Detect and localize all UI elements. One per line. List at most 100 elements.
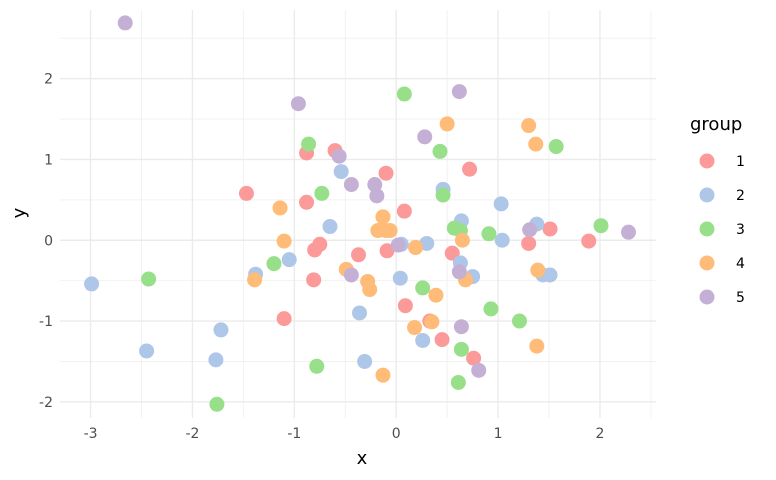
data-point-group-5 — [343, 267, 359, 283]
data-point-group-3 — [266, 256, 282, 272]
data-point-group-2 — [213, 322, 229, 338]
data-point-group-1 — [542, 221, 558, 237]
y-tick-label: 1 — [44, 152, 53, 168]
data-point-group-3 — [435, 187, 451, 203]
y-tick-label: 0 — [44, 233, 53, 249]
data-point-group-4 — [407, 320, 423, 336]
data-point-group-2 — [415, 332, 431, 348]
data-point-group-3 — [309, 358, 325, 374]
data-point-group-3 — [141, 271, 157, 287]
y-tick-label: -2 — [39, 395, 53, 411]
data-point-group-4 — [276, 233, 292, 249]
data-point-group-1 — [397, 298, 413, 314]
data-point-group-1 — [306, 272, 322, 288]
data-point-group-1 — [276, 311, 292, 327]
data-point-group-2 — [139, 343, 155, 359]
data-point-group-1 — [312, 236, 328, 252]
legend-key-2 — [699, 187, 715, 203]
data-point-group-2 — [493, 196, 509, 212]
data-point-group-3 — [593, 218, 609, 234]
legend-label-2: 2 — [736, 188, 745, 204]
y-tick-label: 2 — [44, 72, 53, 88]
data-point-group-3 — [432, 143, 448, 159]
x-tick-label: -2 — [185, 426, 199, 442]
data-point-group-4 — [375, 209, 391, 225]
data-point-group-4 — [424, 314, 440, 330]
y-axis-title: y — [9, 207, 30, 218]
data-point-group-1 — [521, 235, 537, 251]
data-point-group-5 — [620, 224, 636, 240]
x-tick-label: -3 — [84, 426, 98, 442]
legend-key-3 — [699, 221, 715, 237]
data-point-group-1 — [379, 243, 395, 259]
data-point-group-1 — [299, 194, 315, 210]
data-point-group-3 — [511, 313, 527, 329]
data-point-group-3 — [396, 86, 412, 102]
data-point-group-4 — [382, 223, 398, 239]
data-point-group-5 — [331, 148, 347, 164]
data-point-group-1 — [351, 247, 367, 263]
data-point-group-4 — [375, 367, 391, 383]
data-points — [84, 15, 636, 412]
data-point-group-5 — [417, 129, 433, 145]
major-gridlines — [60, 10, 656, 418]
x-tick-label: 1 — [494, 426, 503, 442]
data-point-group-2 — [352, 305, 368, 321]
data-point-group-2 — [494, 232, 510, 248]
data-point-group-5 — [390, 237, 406, 253]
x-axis-tick-labels: -3 -2 -1 0 1 2 — [84, 426, 605, 442]
data-point-group-4 — [408, 240, 424, 256]
data-point-group-5 — [369, 188, 385, 204]
data-point-group-3 — [415, 280, 431, 296]
data-point-group-5 — [522, 222, 538, 238]
data-point-group-5 — [451, 84, 467, 100]
data-point-group-4 — [529, 338, 545, 354]
data-point-group-3 — [548, 139, 564, 155]
data-point-group-4 — [528, 136, 544, 152]
y-axis-tick-labels: -2 -1 0 1 2 — [39, 72, 53, 411]
legend-key-5 — [699, 289, 715, 305]
data-point-group-2 — [392, 270, 408, 286]
legend-key-1 — [699, 153, 715, 169]
data-point-group-4 — [428, 287, 444, 303]
data-point-group-1 — [462, 161, 478, 177]
data-point-group-5 — [343, 177, 359, 193]
data-point-group-3 — [450, 374, 466, 390]
data-point-group-4 — [362, 282, 378, 298]
data-point-group-3 — [481, 226, 497, 242]
legend-label-1: 1 — [736, 154, 745, 170]
legend: group 1 2 3 4 5 — [690, 114, 745, 306]
data-point-group-5 — [290, 96, 306, 112]
data-point-group-3 — [314, 185, 330, 201]
x-axis-title: x — [357, 448, 368, 469]
data-point-group-4 — [530, 262, 546, 278]
data-point-group-2 — [208, 352, 224, 368]
data-point-group-4 — [454, 232, 470, 248]
data-point-group-4 — [272, 200, 288, 216]
legend-label-3: 3 — [736, 222, 745, 238]
legend-label-5: 5 — [736, 290, 745, 306]
legend-title: group — [690, 114, 742, 135]
x-tick-label: -1 — [287, 426, 301, 442]
data-point-group-3 — [301, 136, 317, 152]
data-point-group-1 — [466, 350, 482, 366]
data-point-group-5 — [453, 319, 469, 335]
x-tick-label: 0 — [392, 426, 401, 442]
data-point-group-3 — [483, 301, 499, 317]
data-point-group-4 — [521, 118, 537, 134]
legend-label-4: 4 — [736, 256, 745, 272]
x-tick-label: 2 — [596, 426, 605, 442]
data-point-group-2 — [542, 267, 558, 283]
data-point-group-1 — [581, 233, 597, 249]
legend-key-4 — [699, 255, 715, 271]
data-point-group-1 — [434, 332, 450, 348]
data-point-group-5 — [471, 362, 487, 378]
y-tick-label: -1 — [39, 314, 53, 330]
data-point-group-5 — [367, 177, 383, 193]
data-point-group-2 — [322, 219, 338, 235]
data-point-group-2 — [357, 353, 373, 369]
data-point-group-1 — [396, 203, 412, 219]
data-point-group-3 — [453, 341, 469, 357]
data-point-group-4 — [247, 272, 263, 288]
